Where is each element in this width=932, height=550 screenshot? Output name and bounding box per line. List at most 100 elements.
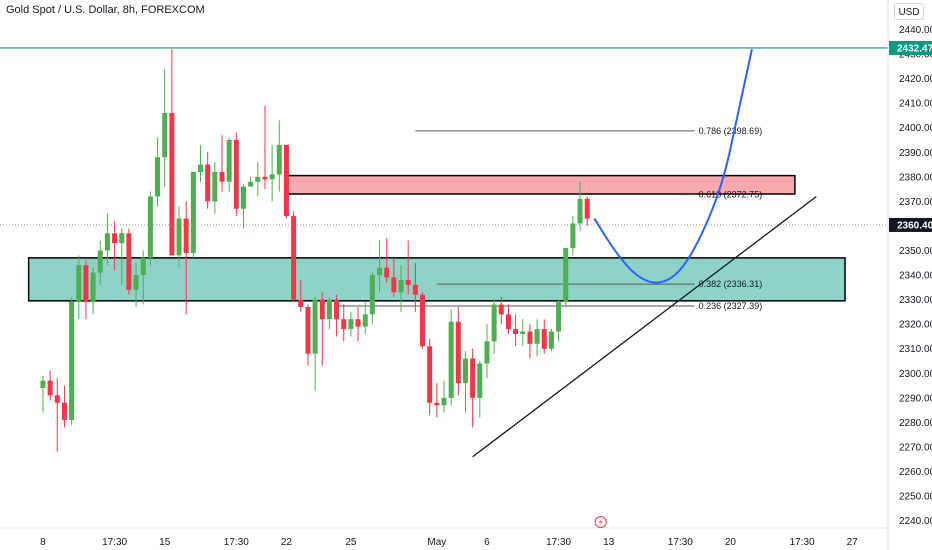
- candle-body: [198, 164, 204, 172]
- candle-body: [334, 299, 340, 320]
- candle-body: [162, 112, 168, 158]
- candle-body: [119, 233, 125, 244]
- candle-body: [140, 257, 146, 276]
- candle-body: [412, 284, 418, 295]
- candle-body: [326, 299, 332, 320]
- candle-body: [291, 216, 297, 300]
- candle-body: [484, 341, 490, 364]
- candle-body: [405, 279, 411, 285]
- price-tick-label: 2280.00: [899, 418, 932, 429]
- candle-body: [470, 358, 476, 398]
- price-tick-label: 2440.00: [899, 25, 932, 36]
- candle-body: [104, 233, 110, 251]
- candle-body: [97, 250, 103, 273]
- last-price-tag-label: 2360.40: [897, 220, 932, 231]
- time-tick-label: 25: [345, 537, 357, 548]
- price-tick-label: 2290.00: [899, 393, 932, 404]
- time-tick-label: 20: [725, 537, 737, 548]
- fib-level-label: 0.786 (2398.69): [699, 126, 763, 136]
- resistance-price-tag: [889, 40, 932, 55]
- price-tick-label: 2250.00: [899, 492, 932, 503]
- candle-body: [355, 319, 361, 327]
- time-tick-label: 17:30: [546, 537, 571, 548]
- candle-body: [40, 380, 46, 389]
- candle-body: [61, 402, 67, 420]
- candle-body: [498, 304, 504, 315]
- candle-body: [240, 186, 246, 209]
- candle-body: [513, 329, 519, 334]
- candle-body: [283, 144, 289, 217]
- candle-body: [420, 294, 426, 347]
- candle-body: [398, 279, 404, 293]
- candle-body: [276, 144, 282, 175]
- fib-level-label: 0.618 (2372.75): [699, 190, 763, 200]
- candle-body: [76, 265, 82, 303]
- candle-body: [455, 321, 461, 384]
- lightning-icon: [598, 518, 603, 526]
- price-tick-label: 2340.00: [899, 271, 932, 282]
- price-tick-label: 2390.00: [899, 148, 932, 159]
- price-tick-label: 2300.00: [899, 369, 932, 380]
- candle-body: [226, 139, 232, 182]
- time-tick-label: 8: [40, 537, 46, 548]
- projection-curve: [593, 48, 753, 284]
- time-tick-label: 13: [603, 537, 615, 548]
- chart-title: Gold Spot / U.S. Dollar, 8h, FOREXCOM: [6, 4, 205, 16]
- candle-body: [505, 314, 511, 330]
- candle-body: [384, 267, 390, 278]
- currency-selector-button[interactable]: USD: [894, 3, 924, 20]
- time-tick-label: 17:30: [668, 537, 693, 548]
- time-tick-label: 17:30: [224, 537, 249, 548]
- last-price-tag: [889, 217, 932, 232]
- candle-body: [47, 380, 53, 396]
- candle-body: [534, 329, 540, 344]
- candle-body: [219, 171, 225, 182]
- price-tick-label: 2410.00: [899, 99, 932, 110]
- candle-body: [176, 218, 182, 256]
- candle-body: [69, 302, 75, 420]
- candle-body: [155, 157, 161, 197]
- time-tick-label: May: [427, 537, 446, 548]
- price-tick-label: 2350.00: [899, 246, 932, 257]
- time-tick-label: 27: [847, 537, 859, 548]
- candle-body: [477, 363, 483, 398]
- candle-body: [133, 275, 139, 290]
- time-tick-label: 22: [281, 537, 293, 548]
- candle-body: [255, 176, 261, 182]
- price-tick-label: 2310.00: [899, 344, 932, 355]
- candle-body: [54, 395, 60, 403]
- price-tick-label: 2240.00: [899, 516, 932, 527]
- candle-body: [570, 223, 576, 249]
- candle-body: [427, 346, 433, 403]
- candle-body: [169, 112, 175, 256]
- candle-body: [362, 314, 368, 327]
- candle-body: [577, 198, 583, 224]
- candle-body: [556, 302, 562, 332]
- candle-body: [527, 331, 533, 344]
- price-tick-label: 2430.00: [899, 50, 932, 61]
- candle-body: [448, 321, 454, 398]
- candle-body: [298, 299, 304, 307]
- candle-body: [369, 275, 375, 315]
- time-tick-label: 6: [484, 537, 490, 548]
- trendline: [472, 195, 817, 458]
- candle-body: [83, 265, 89, 303]
- price-tick-label: 2420.00: [899, 74, 932, 85]
- candle-body: [491, 304, 497, 342]
- price-tick-label: 2370.00: [899, 197, 932, 208]
- candle-body: [183, 218, 189, 253]
- price-tick-label: 2380.00: [899, 172, 932, 183]
- price-tick-label: 2320.00: [899, 320, 932, 331]
- candle-body: [434, 402, 440, 406]
- resistance-price-tag-label: 2432.47: [897, 43, 932, 54]
- candle-body: [190, 171, 196, 253]
- candle-body: [563, 248, 569, 303]
- candle-body: [319, 299, 325, 320]
- candle-body: [212, 171, 218, 202]
- candle-body: [462, 358, 468, 384]
- candle-body: [233, 139, 239, 209]
- candle-body: [90, 272, 96, 303]
- time-tick-label: 17:30: [102, 537, 127, 548]
- candle-body: [147, 196, 153, 258]
